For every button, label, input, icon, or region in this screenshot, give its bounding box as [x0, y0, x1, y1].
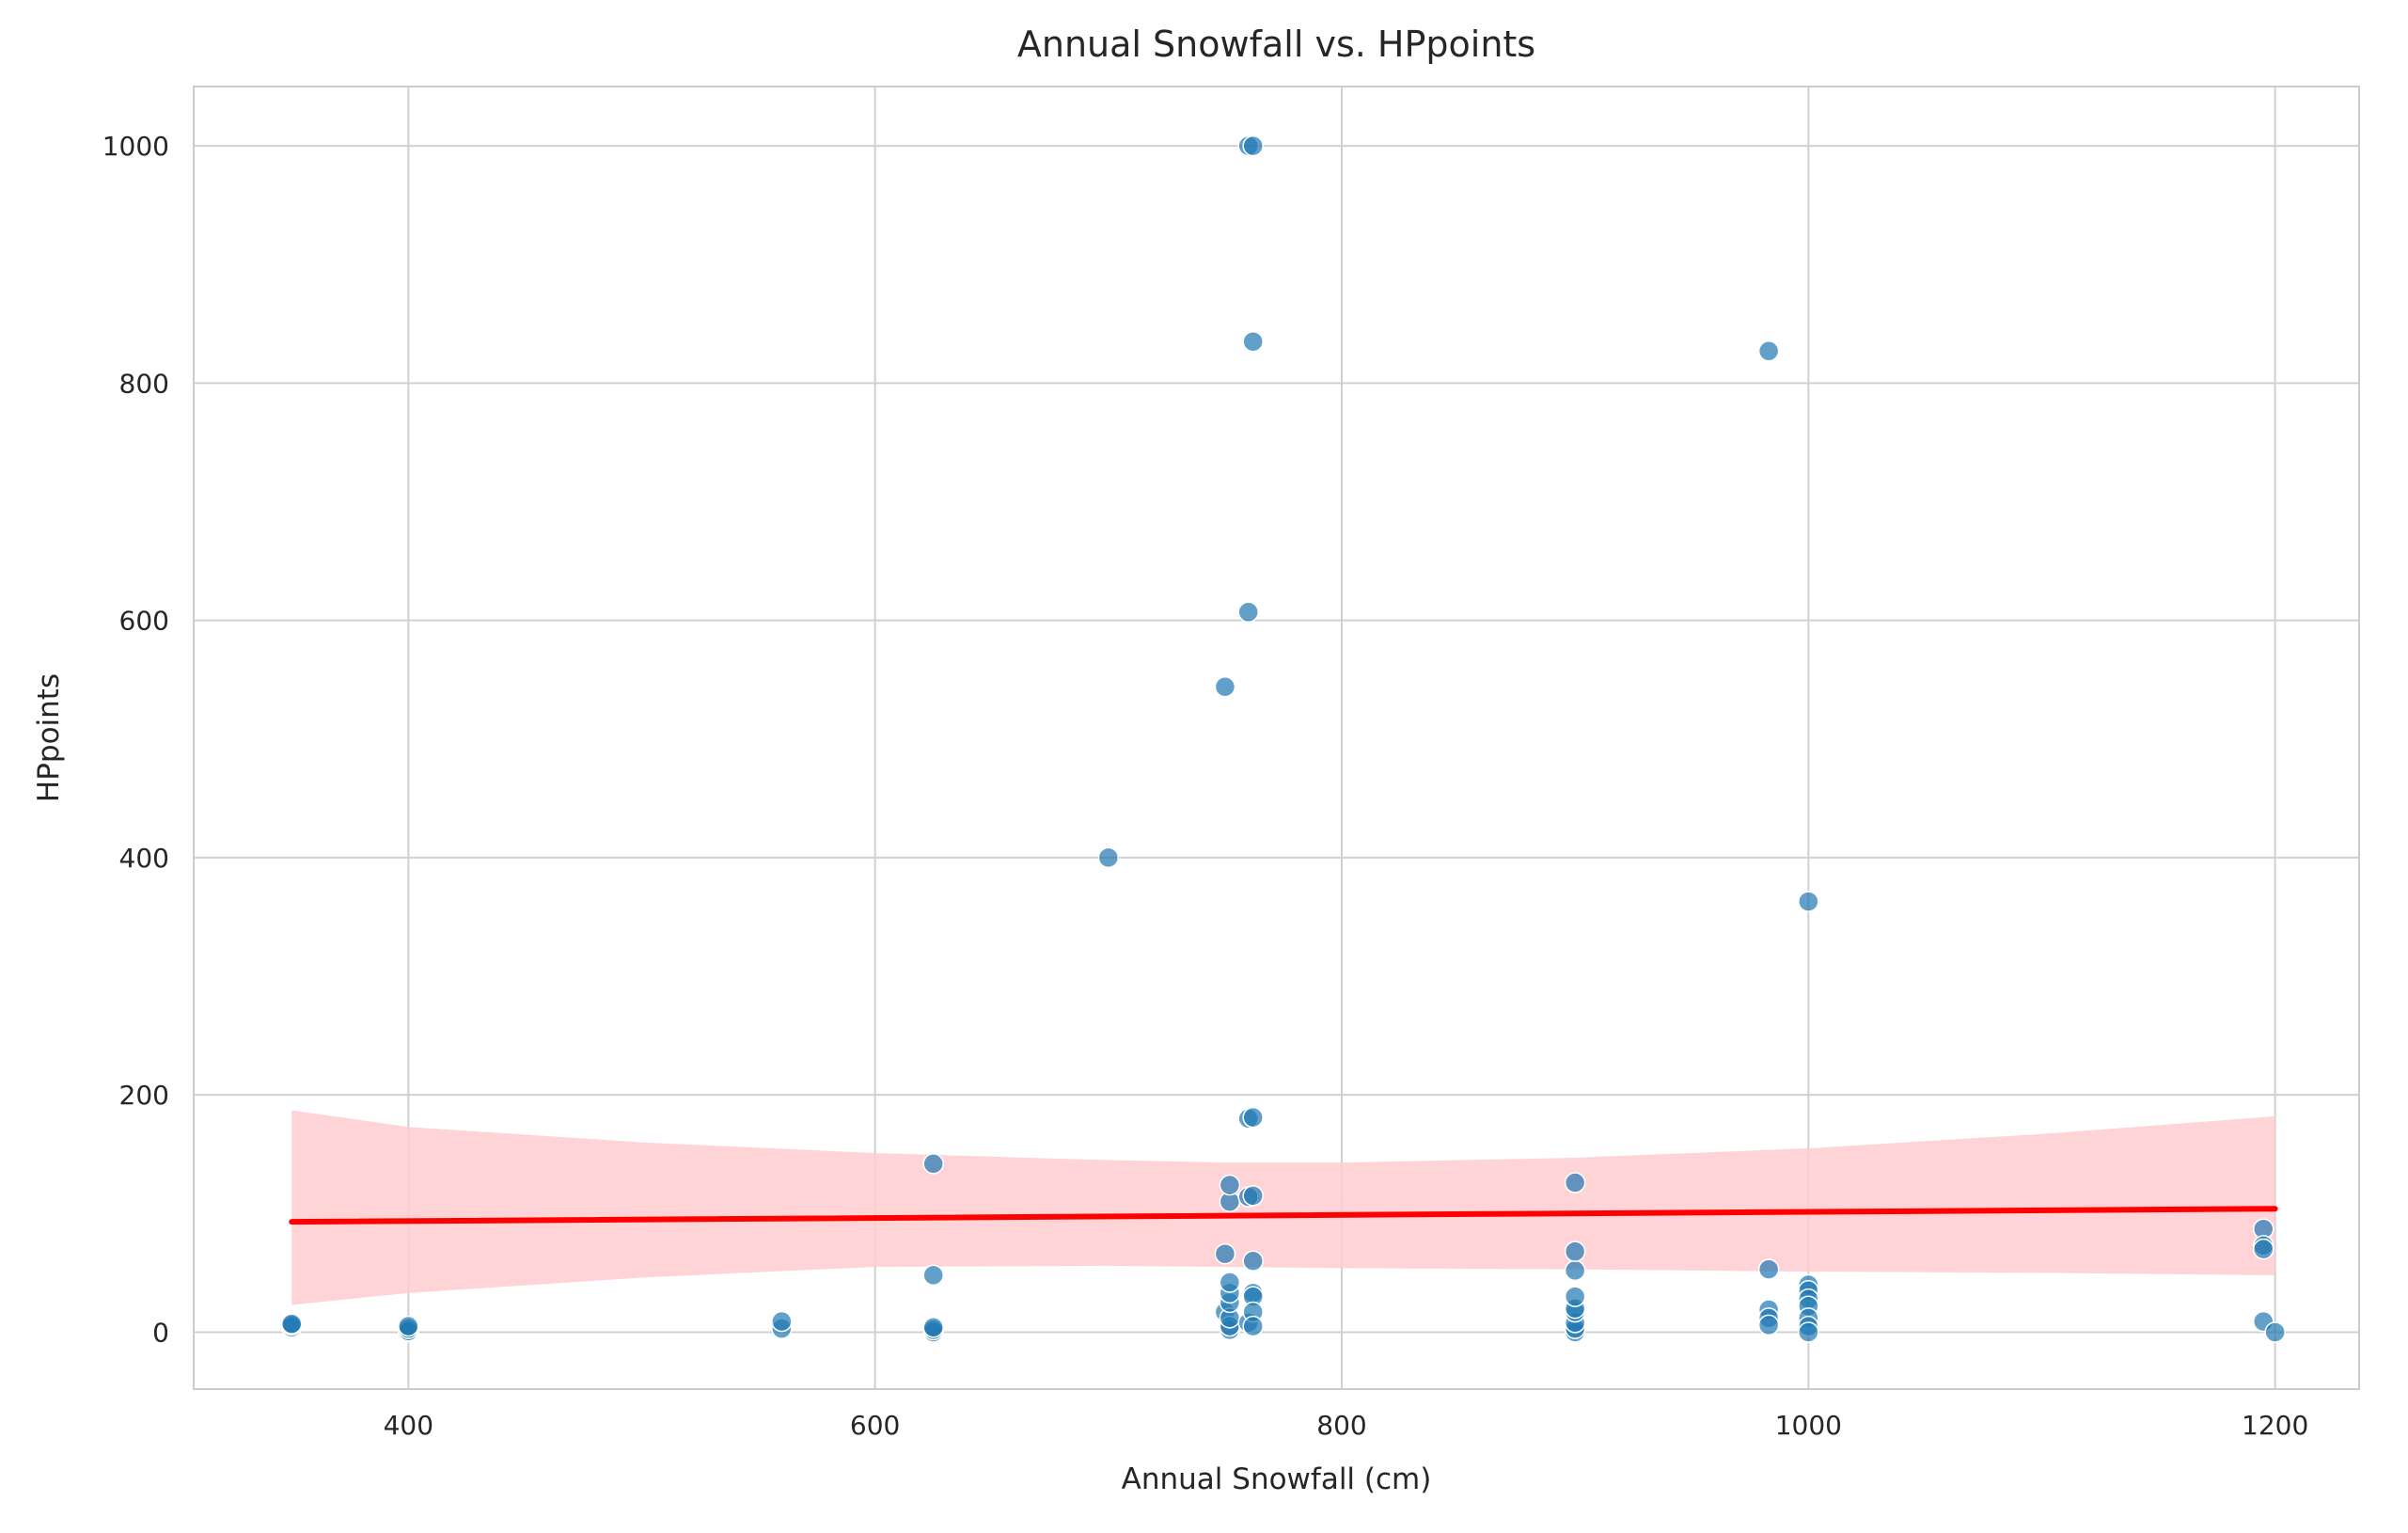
data-point: [1219, 1272, 1241, 1293]
x-tick-label: 400: [384, 1410, 433, 1441]
points-layer: [280, 134, 2286, 1343]
y-tick-label: 0: [152, 1317, 169, 1348]
data-point: [1564, 1286, 1586, 1307]
data-point: [1219, 1174, 1241, 1196]
x-tick-label: 600: [850, 1410, 900, 1441]
data-point: [1757, 340, 1780, 362]
grid-layer: [194, 87, 2359, 1389]
axes-frame: [193, 86, 2360, 1390]
data-point: [922, 1317, 944, 1338]
tick-labels-layer: 400 600 800 1000 1200 0 200 400 600 800 1000: [102, 131, 2309, 1441]
confidence-band: [291, 1110, 2275, 1305]
x-axis-label: Annual Snowfall (cm): [1122, 1462, 1432, 1496]
data-point: [1214, 676, 1236, 698]
data-point: [1564, 1259, 1586, 1282]
data-point: [1242, 1250, 1264, 1272]
data-point: [1242, 1106, 1264, 1129]
data-point: [1242, 1185, 1264, 1207]
data-point: [2253, 1238, 2274, 1260]
data-point: [1757, 1258, 1780, 1280]
data-point: [1214, 1242, 1236, 1265]
regression-line-layer: [289, 1206, 2278, 1225]
x-tick-label: 1000: [1775, 1410, 1842, 1441]
data-point: [1237, 601, 1259, 624]
data-point: [398, 1315, 419, 1337]
data-point: [1242, 330, 1264, 353]
data-point: [1242, 1315, 1264, 1337]
y-tick-label: 200: [119, 1080, 169, 1111]
x-tick-label: 1200: [2242, 1410, 2308, 1441]
data-point: [922, 1264, 944, 1287]
data-point: [771, 1310, 793, 1333]
y-axis-label: HPpoints: [32, 673, 66, 802]
data-point: [1798, 1321, 1819, 1343]
data-point: [1757, 1314, 1780, 1336]
y-tick-label: 800: [119, 368, 169, 399]
x-tick-label: 800: [1316, 1410, 1366, 1441]
data-point: [1242, 134, 1264, 157]
data-point: [2264, 1321, 2286, 1343]
y-tick-label: 1000: [102, 131, 169, 162]
regression-line: [289, 1206, 2278, 1225]
data-point: [1564, 1172, 1586, 1193]
data-point: [280, 1313, 303, 1335]
confidence-band-layer: [291, 1110, 2275, 1305]
data-point: [922, 1153, 944, 1175]
data-point: [1097, 846, 1120, 869]
chart-title: Annual Snowfall vs. HPpoints: [1017, 24, 1535, 65]
y-tick-label: 600: [119, 606, 169, 637]
data-point: [1798, 891, 1819, 912]
data-point: [1564, 1241, 1586, 1262]
y-tick-label: 400: [119, 843, 169, 874]
